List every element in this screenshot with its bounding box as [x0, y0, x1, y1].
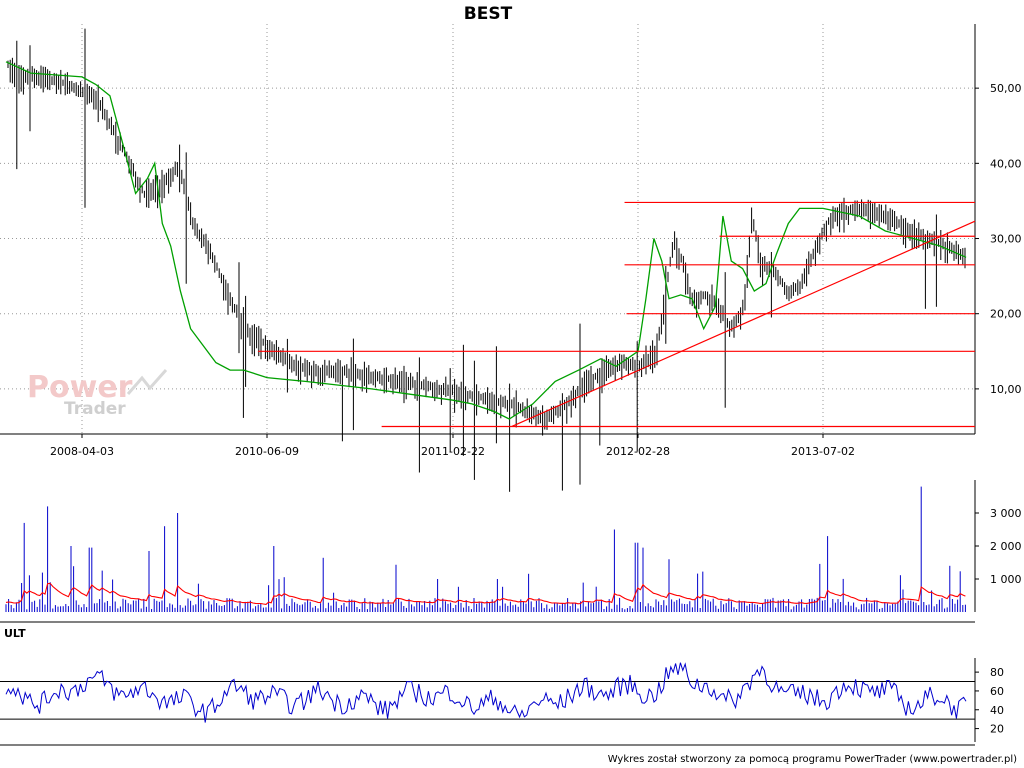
ult-tick-label: 80: [990, 666, 1004, 679]
price-bars: [7, 28, 966, 492]
ult-line: [5, 662, 967, 723]
ult-tick-label: 40: [990, 704, 1004, 717]
x-tick-label: 2012-02-28: [606, 445, 670, 458]
powertrader-watermark: Power Trader: [27, 369, 168, 419]
volume-bars: [5, 486, 966, 612]
ult-tick-label: 20: [990, 723, 1004, 736]
x-tick-label: 2010-06-09: [235, 445, 299, 458]
moving-average-line: [5, 61, 967, 420]
watermark-power: Power: [27, 370, 133, 405]
y-tick-label: 30,00: [990, 233, 1022, 246]
x-tick-label: 2011-02-22: [421, 445, 485, 458]
trend-line: [511, 220, 976, 428]
volume-panel: 1 000 2 000 3 000: [0, 480, 1022, 623]
price-panel: 2008-04-03 2010-06-09 2011-02-22 2012-02-28…: [0, 24, 1022, 492]
chart-title: BEST: [464, 4, 513, 24]
ult-tick-label: 60: [990, 685, 1004, 698]
y-tick-label: 20,00: [990, 308, 1022, 321]
volume-tick-label: 3 000: [990, 507, 1022, 520]
x-tick-label: 2013-07-02: [791, 445, 855, 458]
watermark-trader: Trader: [64, 399, 126, 419]
volume-tick-label: 1 000: [990, 573, 1022, 586]
y-tick-label: 40,00: [990, 157, 1022, 170]
x-tick-label: 2008-04-03: [50, 445, 114, 458]
volume-average-line: [5, 582, 966, 605]
ult-indicator-label: ULT: [4, 627, 26, 640]
volume-tick-label: 2 000: [990, 540, 1022, 553]
footer-credit: Wykres został stworzony za pomocą progra…: [608, 754, 1017, 765]
y-tick-label: 50,00: [990, 82, 1022, 95]
ult-panel: 20 40 60 80: [0, 658, 1004, 746]
y-tick-label: 10,00: [990, 383, 1022, 396]
